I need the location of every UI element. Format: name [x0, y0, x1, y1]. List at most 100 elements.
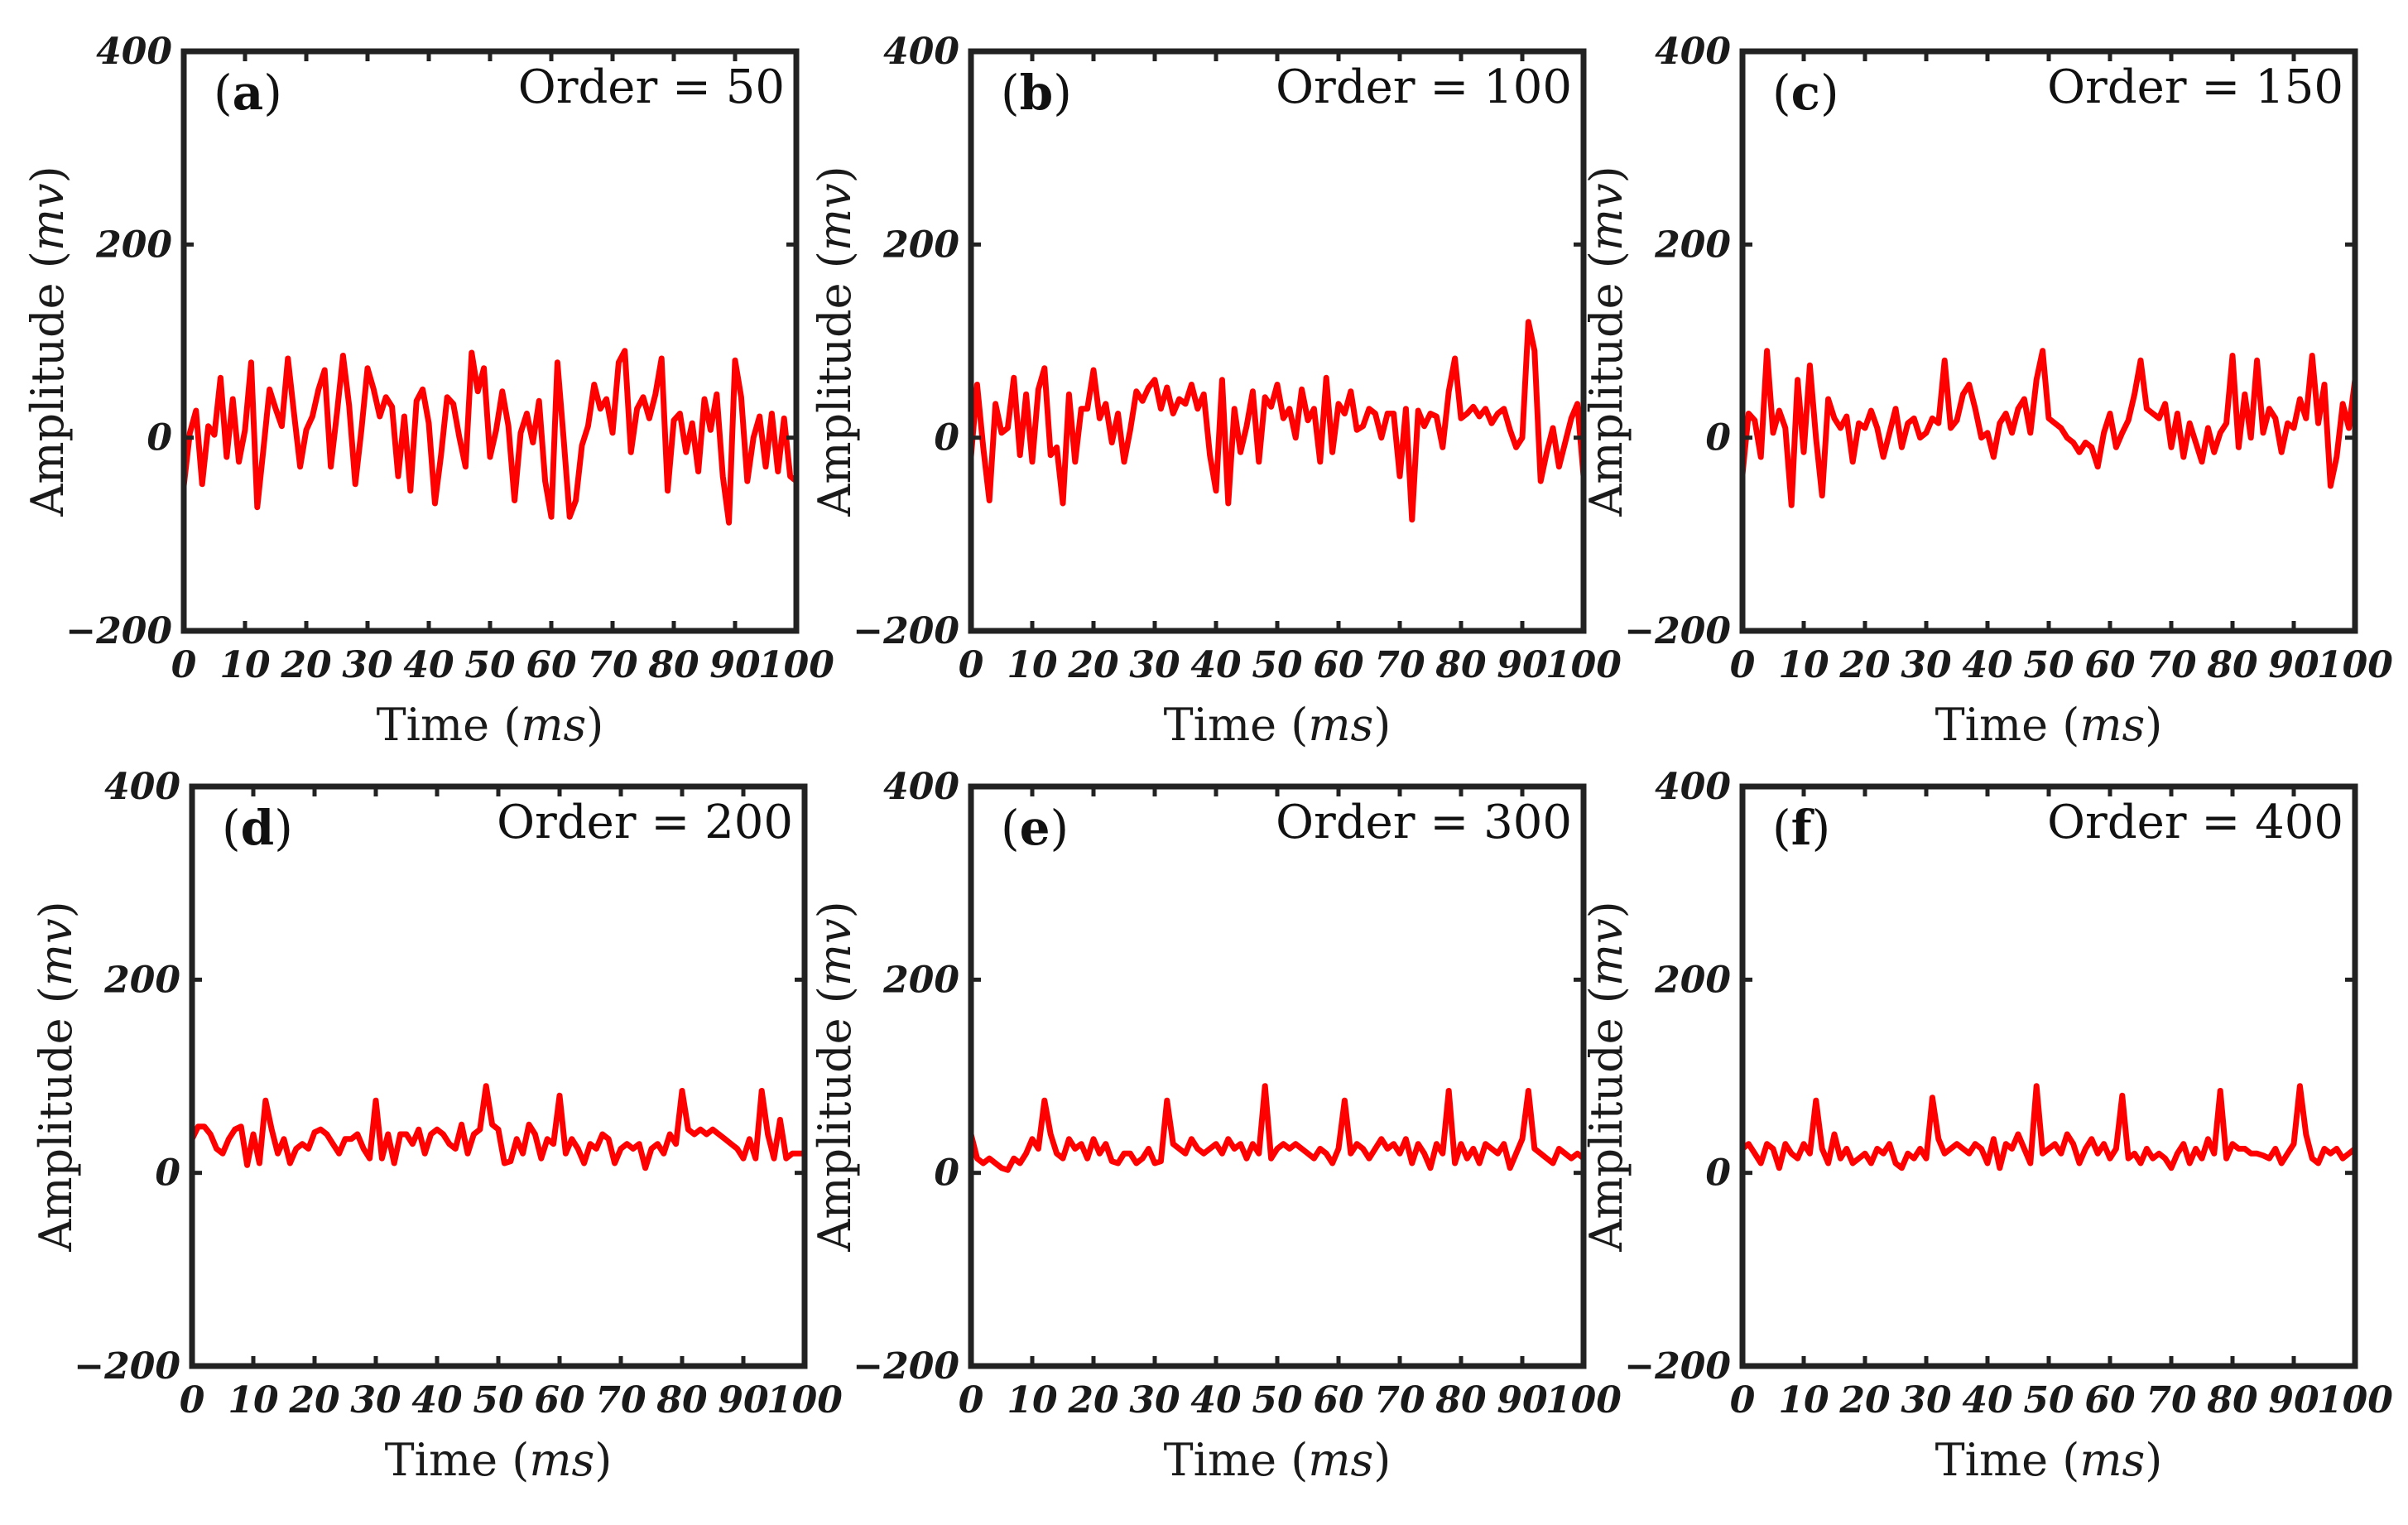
x-tick-label: 0 [959, 644, 984, 686]
x-tick-label: 80 [656, 1379, 708, 1422]
x-tick-label: 90 [1497, 1379, 1548, 1422]
y-tick-label: −200 [853, 1345, 959, 1388]
y-axis-label: Amplitude (mv) [30, 901, 82, 1252]
y-axis-label: Amplitude (mv) [809, 166, 861, 517]
x-tick-label: 90 [2268, 644, 2319, 686]
x-tick-label: 60 [1313, 644, 1364, 686]
x-tick-label: 70 [1374, 644, 1425, 686]
series-line [971, 1083, 1584, 1173]
x-axis-label: Time (ms) [1935, 699, 2163, 751]
y-tick-label: 200 [882, 224, 959, 266]
x-tick-label: 20 [1838, 644, 1891, 686]
y-tick-label: 400 [104, 766, 180, 808]
order-annotation: Order = 50 [518, 60, 785, 114]
x-tick-label: 0 [1730, 644, 1756, 686]
x-tick-label: 30 [1901, 644, 1952, 686]
x-tick-label: 40 [1190, 644, 1242, 686]
x-tick-label: 30 [342, 644, 393, 686]
y-tick-label: 200 [103, 959, 180, 1001]
panel-label: (e) [1001, 800, 1069, 856]
x-tick-label: 70 [1374, 1379, 1425, 1422]
x-tick-label: 90 [718, 1379, 769, 1422]
series-line [1742, 348, 2355, 508]
y-axis-label: Amplitude (mv) [809, 901, 861, 1252]
x-tick-label: 20 [288, 1379, 340, 1422]
y-tick-label: 400 [96, 31, 172, 73]
order-annotation: Order = 100 [1276, 60, 1572, 114]
x-tick-label: 90 [2268, 1379, 2319, 1422]
x-axis-label: Time (ms) [1164, 699, 1391, 751]
panel-label: (a) [214, 65, 282, 121]
y-tick-label: 0 [155, 1152, 180, 1195]
x-axis-label: Time (ms) [385, 1434, 613, 1486]
x-tick-label: 20 [1067, 644, 1119, 686]
y-tick-label: 200 [95, 224, 172, 266]
x-tick-label: 80 [647, 644, 699, 686]
x-tick-label: 70 [2146, 1379, 2197, 1422]
x-tick-label: 40 [1190, 1379, 1242, 1422]
x-tick-label: 100 [1545, 644, 1622, 686]
y-tick-label: 200 [882, 959, 959, 1001]
x-tick-label: 70 [587, 644, 638, 686]
x-tick-label: 100 [767, 1379, 843, 1422]
x-axis-label: Time (ms) [377, 699, 604, 751]
x-tick-label: 100 [1545, 1379, 1622, 1422]
y-tick-label: −200 [853, 610, 959, 652]
y-axis-label: Amplitude (mv) [1580, 901, 1632, 1252]
x-tick-label: 10 [219, 644, 271, 686]
x-tick-label: 60 [2084, 644, 2136, 686]
x-tick-label: 50 [473, 1379, 524, 1422]
x-tick-label: 90 [709, 644, 761, 686]
panel-label: (f) [1772, 800, 1830, 856]
y-tick-label: −200 [65, 610, 172, 652]
x-tick-label: 80 [1435, 644, 1487, 686]
series-line [184, 348, 796, 526]
x-tick-label: 70 [595, 1379, 646, 1422]
order-annotation: Order = 400 [2047, 796, 2343, 849]
y-tick-label: 0 [1705, 1152, 1731, 1195]
order-annotation: Order = 150 [2047, 60, 2343, 114]
x-tick-label: 60 [534, 1379, 585, 1422]
y-tick-label: −200 [1624, 610, 1731, 652]
x-tick-label: 30 [1901, 1379, 1952, 1422]
x-tick-label: 40 [1962, 644, 2013, 686]
x-tick-label: 80 [2206, 644, 2258, 686]
plot-frame [968, 48, 1587, 634]
y-tick-label: 200 [1654, 224, 1731, 266]
y-tick-label: 0 [147, 417, 172, 459]
y-tick-label: 400 [883, 31, 959, 73]
x-tick-label: 30 [350, 1379, 401, 1422]
x-tick-label: 60 [526, 644, 577, 686]
x-tick-label: 0 [1730, 1379, 1756, 1422]
order-annotation: Order = 300 [1276, 796, 1572, 849]
plot-frame [180, 48, 800, 634]
x-tick-label: 20 [280, 644, 332, 686]
x-tick-label: 0 [171, 644, 197, 686]
x-tick-label: 10 [1778, 1379, 1829, 1422]
panel-label: (d) [222, 800, 293, 856]
x-tick-label: 10 [1007, 644, 1058, 686]
x-tick-label: 30 [1129, 1379, 1180, 1422]
x-tick-label: 70 [2146, 644, 2197, 686]
x-tick-label: 80 [1435, 1379, 1487, 1422]
y-tick-label: 400 [883, 766, 959, 808]
x-tick-label: 40 [1962, 1379, 2013, 1422]
x-tick-label: 10 [228, 1379, 279, 1422]
plot-frame [1739, 783, 2358, 1369]
y-tick-label: −200 [1624, 1345, 1731, 1388]
series-line [192, 1083, 805, 1171]
x-tick-label: 100 [2317, 1379, 2393, 1422]
y-tick-label: 200 [1654, 959, 1731, 1001]
y-tick-label: 0 [934, 417, 959, 459]
x-tick-label: 50 [1252, 644, 1303, 686]
x-axis-label: Time (ms) [1164, 1434, 1391, 1486]
x-tick-label: 80 [2206, 1379, 2258, 1422]
y-tick-label: 0 [934, 1152, 959, 1195]
series-line [1742, 1083, 2355, 1171]
